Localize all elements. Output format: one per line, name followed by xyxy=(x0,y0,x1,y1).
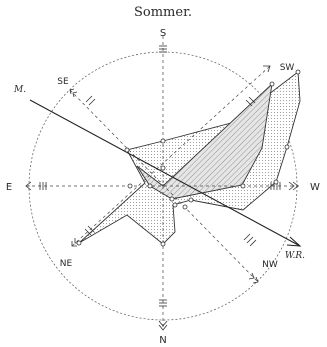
direction-label-w: W xyxy=(310,182,320,193)
direction-label-sw: SW xyxy=(280,63,295,73)
direction-label-nw: NW xyxy=(262,260,278,270)
direction-label-n: N xyxy=(159,335,166,346)
axis-label-wr: W.R. xyxy=(285,251,305,261)
compass-axes xyxy=(26,36,300,330)
diagram-title: Sommer. xyxy=(134,5,192,20)
direction-label-ne: NE xyxy=(60,259,73,269)
main-axis-arrow xyxy=(286,236,302,247)
main-axis-line xyxy=(29,99,301,247)
data-points xyxy=(76,69,301,247)
direction-label-se: SE xyxy=(57,77,69,87)
direction-label-e: E xyxy=(6,182,12,193)
hatched-polygon xyxy=(136,82,273,200)
direction-label-s: S xyxy=(160,28,166,39)
tick-marks xyxy=(39,45,281,307)
compass-arrows xyxy=(25,65,299,331)
axis-label-m: M. xyxy=(13,85,26,95)
